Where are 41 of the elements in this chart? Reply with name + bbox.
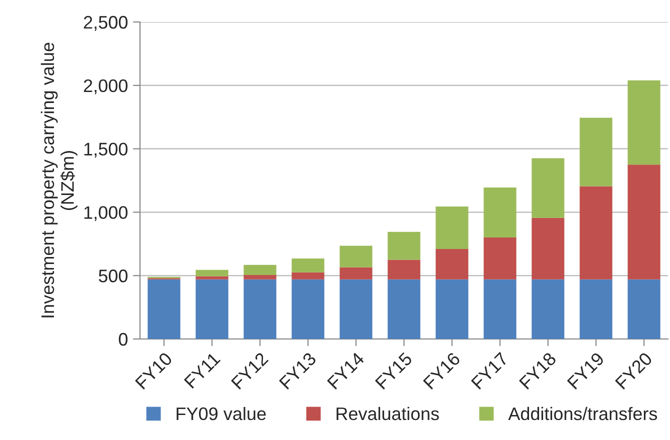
bar <box>292 279 324 339</box>
bar <box>340 267 372 280</box>
bar <box>388 279 420 339</box>
y-tick-label: 500 <box>98 270 128 282</box>
bar <box>532 279 564 339</box>
legend-label: Additions/transfers <box>508 406 658 420</box>
legend-label: FY09 value <box>176 406 266 420</box>
bar <box>340 246 372 268</box>
bar <box>196 270 228 276</box>
bar <box>628 164 660 280</box>
bar <box>340 279 372 339</box>
bar <box>580 118 612 186</box>
bar <box>628 279 660 339</box>
bar <box>436 206 468 249</box>
bar <box>484 279 516 339</box>
bar <box>244 274 276 280</box>
y-tick-label: 0 <box>118 332 128 346</box>
bar <box>628 80 660 165</box>
y-tick-label: 2,000 <box>84 79 128 94</box>
bar <box>580 186 612 280</box>
bar <box>196 279 228 339</box>
bar <box>436 248 468 280</box>
bar <box>292 258 324 272</box>
legend-label: Revaluations <box>336 406 439 420</box>
bar <box>196 276 228 280</box>
y-tick-label: 1,500 <box>84 142 128 158</box>
y-tick-label: 2,500 <box>84 16 128 31</box>
bar <box>244 279 276 339</box>
bar <box>484 238 516 280</box>
bar <box>148 279 180 339</box>
bar <box>580 279 612 339</box>
y-tick-label: 1,000 <box>84 206 128 222</box>
bar <box>292 272 324 280</box>
bar <box>244 264 276 275</box>
bar <box>388 232 420 260</box>
bar <box>484 187 516 238</box>
bar <box>388 260 420 280</box>
bar <box>436 279 468 339</box>
y-axis-title: Investment property carrying value (NZ$m) <box>40 42 78 318</box>
bar <box>532 218 564 280</box>
bar <box>532 158 564 218</box>
